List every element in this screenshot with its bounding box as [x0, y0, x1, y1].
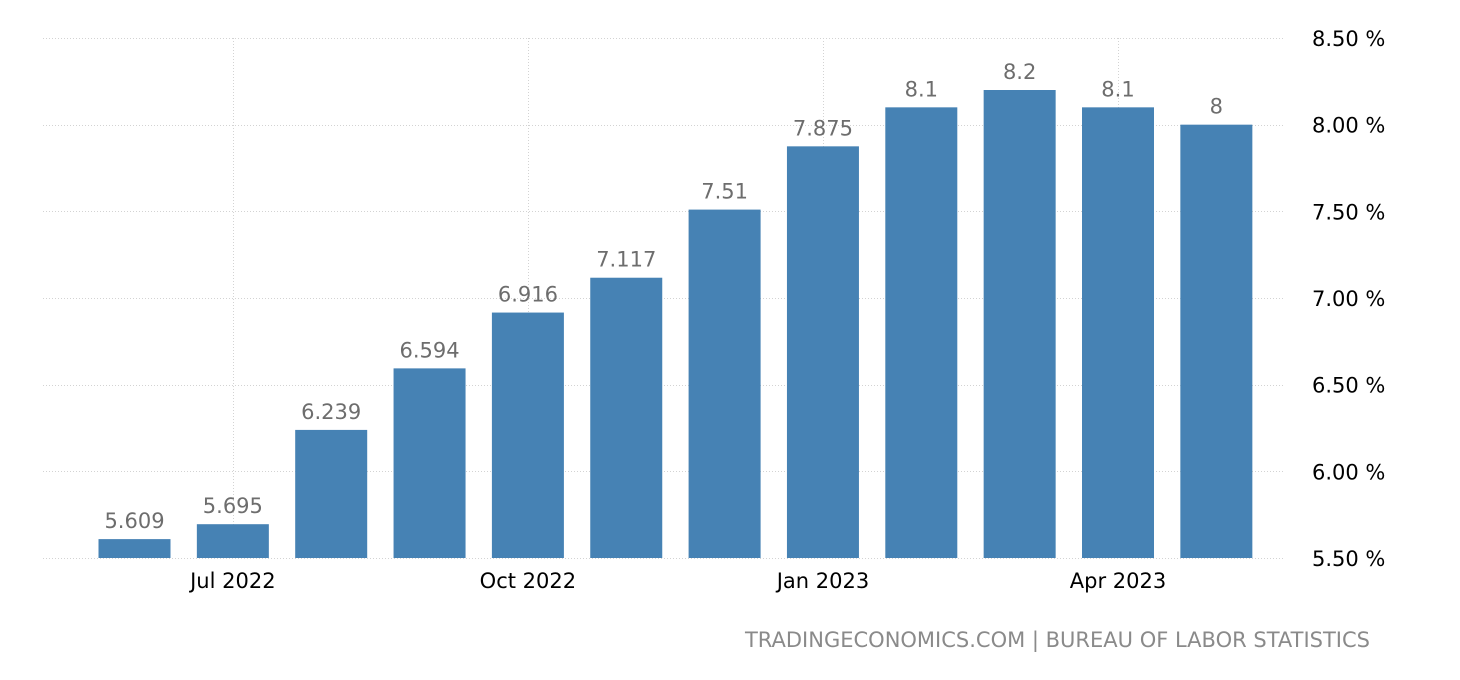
- source-credit: TRADINGECONOMICS.COM | BUREAU OF LABOR S…: [744, 628, 1370, 652]
- bar: [491, 312, 564, 558]
- y-tick-label: 5.50 %: [1312, 547, 1385, 571]
- y-tick-label: 6.00 %: [1312, 460, 1385, 484]
- y-tick-label: 7.00 %: [1312, 287, 1385, 311]
- bar: [983, 90, 1056, 558]
- bar: [1082, 107, 1154, 558]
- x-tick-label: Jul 2022: [188, 569, 275, 593]
- bar: [98, 539, 171, 558]
- data-label: 7.117: [596, 248, 656, 272]
- bar: [196, 524, 269, 558]
- x-tick-label: Jan 2023: [775, 569, 870, 593]
- y-tick-label: 6.50 %: [1312, 374, 1385, 398]
- data-label: 8.2: [1003, 60, 1036, 84]
- y-tick-label: 8.00 %: [1312, 114, 1385, 138]
- data-label: 8: [1210, 95, 1223, 119]
- x-axis-tick-labels: Jul 2022 Oct 2022 Jan 2023 Apr 2023: [188, 569, 1166, 593]
- data-label: 8.1: [905, 77, 938, 101]
- data-label: 6.594: [399, 338, 459, 362]
- data-label: 5.695: [203, 494, 263, 518]
- x-tick-label: Apr 2023: [1070, 569, 1166, 593]
- data-label: 7.875: [793, 116, 853, 140]
- data-label: 5.609: [104, 509, 164, 533]
- y-tick-label: 8.50 %: [1312, 27, 1385, 51]
- data-label: 6.916: [498, 283, 558, 307]
- data-labels: 5.609 5.695 6.239 6.594 6.916 7.117 7.51 7.875 8…: [104, 60, 1223, 533]
- y-axis-tick-labels: 8.50 % 8.00 % 7.50 % 7.00 % 6.50 % 6.00 % 5.50…: [1312, 27, 1385, 571]
- bar: [786, 146, 859, 559]
- bar: [1180, 124, 1253, 559]
- data-label: 7.51: [701, 180, 748, 204]
- bar: [393, 368, 466, 558]
- bar: [885, 107, 958, 558]
- bar: [688, 209, 761, 558]
- bar: [590, 277, 663, 558]
- bar: [295, 429, 368, 558]
- y-tick-label: 7.50 %: [1312, 200, 1385, 224]
- data-label: 8.1: [1101, 77, 1134, 101]
- data-label: 6.239: [301, 400, 361, 424]
- x-tick-label: Oct 2022: [480, 569, 576, 593]
- bars: [98, 90, 1253, 559]
